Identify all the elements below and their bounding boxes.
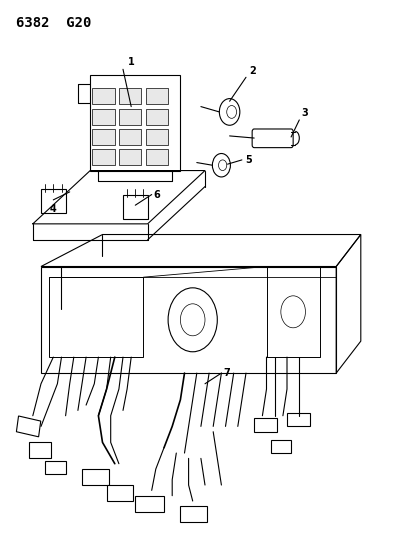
Text: 2: 2 xyxy=(248,66,255,76)
Text: 3: 3 xyxy=(301,108,307,118)
Bar xyxy=(286,413,309,426)
Bar xyxy=(270,440,290,453)
Bar xyxy=(119,129,141,145)
Bar xyxy=(119,149,141,165)
Bar xyxy=(119,109,141,125)
Bar xyxy=(92,88,115,104)
Bar xyxy=(180,506,207,522)
Bar xyxy=(123,195,147,219)
Bar xyxy=(145,88,168,104)
Bar xyxy=(254,418,276,432)
Bar xyxy=(145,129,168,145)
Bar xyxy=(92,149,115,165)
Bar xyxy=(45,461,65,474)
FancyBboxPatch shape xyxy=(90,75,180,171)
Text: 6: 6 xyxy=(153,190,160,199)
Text: 5: 5 xyxy=(244,155,251,165)
Bar xyxy=(16,416,40,437)
Bar xyxy=(92,129,115,145)
Bar xyxy=(145,109,168,125)
Bar xyxy=(145,149,168,165)
Bar xyxy=(41,189,65,213)
Bar xyxy=(135,496,164,512)
Bar xyxy=(82,469,108,485)
Bar xyxy=(29,442,51,458)
Text: 1: 1 xyxy=(128,56,134,67)
Text: 6382  G20: 6382 G20 xyxy=(16,16,92,30)
Bar xyxy=(106,485,133,501)
Text: 4: 4 xyxy=(50,204,56,214)
Text: 7: 7 xyxy=(223,368,229,378)
Bar xyxy=(119,88,141,104)
FancyBboxPatch shape xyxy=(252,129,292,148)
Bar xyxy=(92,109,115,125)
